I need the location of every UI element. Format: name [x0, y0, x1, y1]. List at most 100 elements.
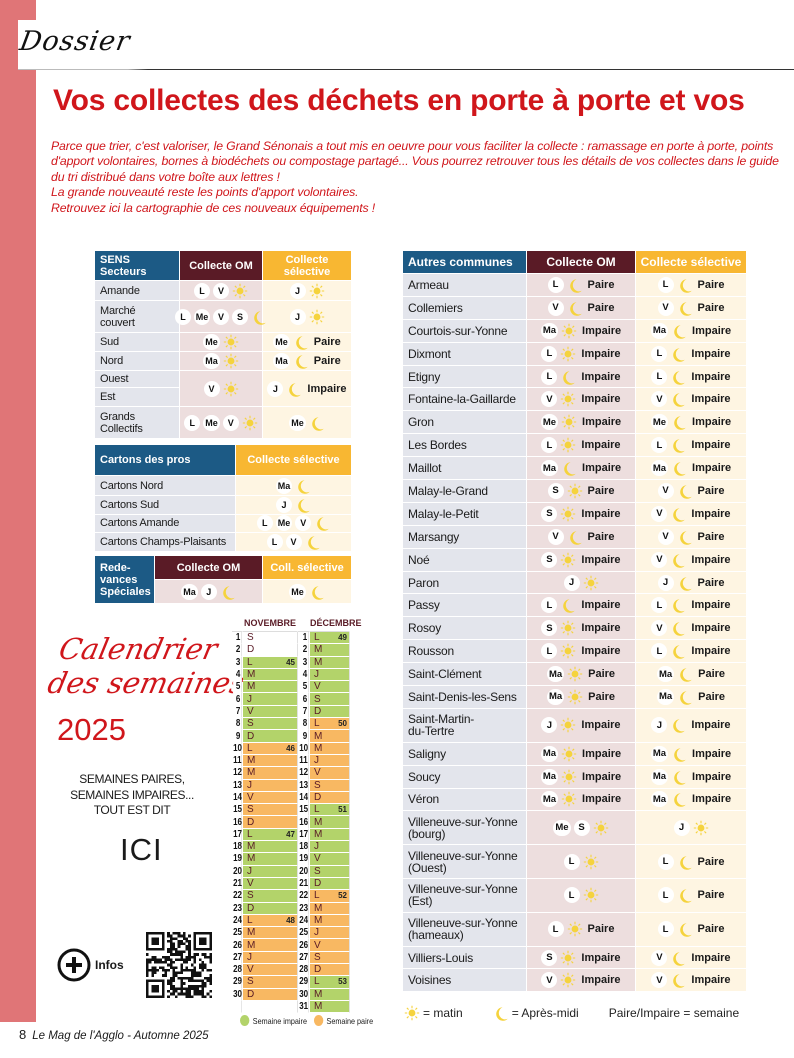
day-number: 5	[233, 681, 242, 694]
moon-icon	[493, 1005, 509, 1021]
day-letter: M	[310, 988, 350, 1001]
day-badge: Me	[203, 414, 220, 431]
table-header-row: SENS Secteurs Collecte OM Collecte sélecti…	[95, 251, 352, 281]
schedule-cell: L Impaire	[527, 368, 635, 385]
moon-icon	[295, 478, 311, 494]
qr-code[interactable]	[146, 932, 212, 998]
day-badge: L	[547, 921, 564, 938]
cs-cell: Ma Impaire	[636, 788, 747, 812]
week-parity: Impaire	[691, 645, 731, 658]
cs-cell: L Paire	[636, 274, 747, 297]
weekday-letter: V	[314, 853, 321, 865]
table-row: Cartons Nord Ma	[95, 476, 352, 496]
day-badge: L	[563, 853, 580, 870]
table-row: Cartons Amande L Me V	[95, 514, 352, 533]
cs-cell: Ma Paire	[636, 686, 747, 709]
day-letter: L 50	[310, 718, 350, 731]
table-row: Marché couvert L Me V S J	[95, 301, 352, 333]
day-badge: J	[289, 308, 306, 325]
day-letter: V	[243, 964, 298, 977]
weekday-letter: J	[247, 865, 252, 877]
weekday-letter: S	[247, 718, 254, 730]
moon-icon	[295, 497, 311, 513]
weekday-letter: M	[314, 1001, 323, 1013]
om-cell: L	[527, 878, 636, 913]
day-badge: J	[563, 574, 580, 591]
om-cell: V Impaire	[527, 969, 636, 993]
moon-icon	[251, 309, 267, 325]
schedule-cell: Me S	[527, 819, 635, 836]
day-badge: L	[541, 643, 558, 660]
week-number: 45	[286, 657, 295, 667]
schedule-cell: V Impaire	[636, 505, 746, 522]
table-row: Noé S Impaire V Impaire	[403, 548, 747, 572]
moon-icon	[560, 369, 576, 385]
moon-icon	[677, 689, 693, 705]
commune-name: Gron	[403, 411, 527, 435]
day-letter: V	[243, 877, 298, 891]
weekday-letter: D	[247, 988, 255, 1000]
ici-link[interactable]: ICI	[120, 832, 163, 867]
schedule-cell: L Impaire	[636, 597, 746, 614]
day-letter: L 52	[310, 890, 350, 903]
week-parity: Impaire	[581, 719, 621, 732]
day-badge: Ma	[181, 583, 198, 600]
moon-icon	[670, 717, 686, 734]
calendar-row: 11 M 11 J	[232, 754, 350, 768]
day-badge: V	[651, 972, 668, 989]
schedule-cell: Me	[263, 414, 351, 431]
moon-icon	[677, 921, 693, 937]
day-letter: S	[243, 718, 298, 731]
week-parity: Impaire	[692, 747, 732, 760]
schedule-cell: V Impaire	[636, 972, 746, 989]
table-row: Soucy Ma Impaire Ma Impaire	[403, 765, 747, 789]
cs-cell: L Impaire	[636, 594, 747, 618]
cs-cell: Ma Paire	[263, 352, 352, 371]
om-cell: L Me V S	[175, 301, 266, 333]
schedule-cell: J	[263, 282, 351, 299]
infos-link[interactable]: Infos	[57, 948, 124, 982]
moon-icon	[670, 437, 686, 453]
schedule-cell: Ma Impaire	[636, 791, 746, 808]
moon-icon	[670, 972, 686, 989]
day-badge: V	[222, 414, 239, 431]
weekday-letter: L	[314, 632, 320, 644]
commune-name: Passy	[403, 594, 527, 618]
day-letter: J	[243, 865, 298, 878]
week-parity: Impaire	[582, 416, 622, 429]
day-letter: L 51	[310, 804, 350, 817]
commune-name: Villeneuve-sur-Yonne (Est)	[403, 878, 527, 913]
day-letter: L 47	[243, 828, 298, 842]
schedule-cell: Ma Impaire	[636, 322, 746, 339]
schedule-cell: L Paire	[527, 921, 635, 938]
week-parity: Paire	[587, 923, 615, 936]
day-badge: V	[657, 482, 674, 499]
plus-circle-icon	[57, 948, 91, 982]
week-parity: Impaire	[581, 553, 621, 566]
week-parity: Impaire	[581, 599, 621, 612]
day-number: 9	[233, 730, 242, 743]
table-row: Sud Me Me Paire	[95, 333, 352, 352]
om-cell: V Paire	[527, 296, 636, 320]
cs-cell: Ma Impaire	[636, 457, 747, 481]
moon-icon	[314, 515, 330, 532]
header-cartons: Cartons des pros	[95, 445, 236, 476]
header-om: Collecte OM	[180, 251, 263, 281]
moon-icon	[220, 584, 236, 600]
legend-week: Paire/Impaire = semaine	[608, 1006, 740, 1020]
om-cell: Ma Impaire	[527, 742, 636, 766]
schedule-cell: V Impaire	[636, 551, 746, 568]
week-number: 52	[338, 891, 347, 901]
cs-cell: Ma Impaire	[636, 742, 747, 766]
weekday-letter: V	[247, 792, 254, 803]
day-number: 2	[299, 644, 309, 657]
schedule-cell: L Impaire	[527, 345, 635, 362]
calendar-row: 20 J 20 S	[232, 865, 350, 878]
schedule-cell: V	[180, 380, 262, 397]
day-number: 30	[233, 988, 242, 1001]
day-badge: Ma	[650, 322, 669, 339]
sun-icon	[560, 346, 576, 362]
calendar-row: 27 J 27 S	[232, 951, 350, 965]
schedule-cell: L Impaire	[527, 643, 635, 660]
